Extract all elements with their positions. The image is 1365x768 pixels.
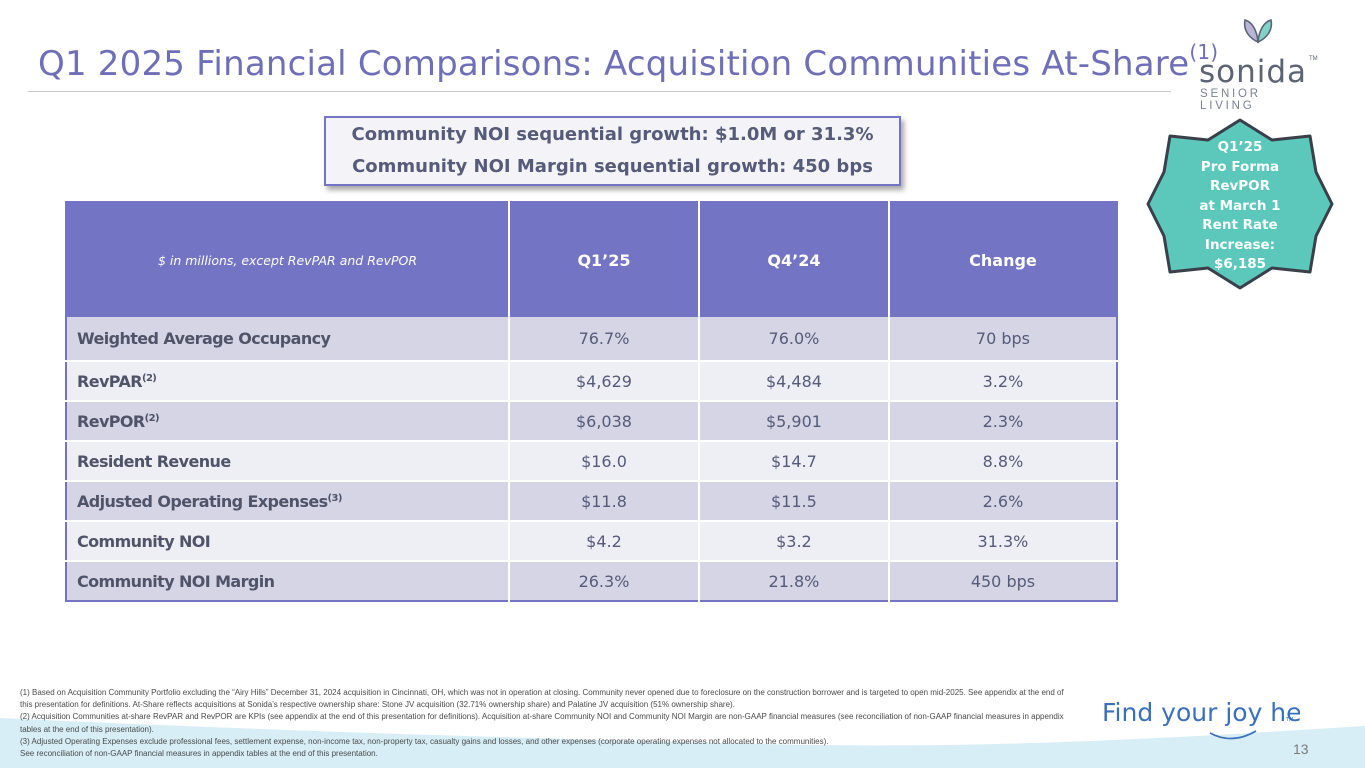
footnotes: (1) Based on Acquisition Community Portf… xyxy=(20,687,1075,760)
title-footnote-ref: (1) xyxy=(1189,40,1219,64)
cell-q125: 26.3% xyxy=(508,560,699,601)
row-label: Community NOI xyxy=(66,520,509,561)
logo-wordmark: sonida xyxy=(1199,54,1308,90)
logo-trademark: TM xyxy=(1309,56,1318,62)
row-label: Resident Revenue xyxy=(66,440,509,481)
table-row-revpar: RevPAR(2) $4,629 $4,484 3.2% xyxy=(66,360,1117,401)
table-row-community-noi: Community NOI $4.2 $3.2 31.3% xyxy=(66,520,1117,561)
table-header-row: $ in millions, except RevPAR and RevPOR … xyxy=(66,202,1117,317)
cell-q424: $3.2 xyxy=(697,520,889,561)
cell-q125: $11.8 xyxy=(508,480,699,521)
badge-text: Q1’25 Pro Forma RevPOR at March 1 Rent R… xyxy=(1199,139,1281,272)
starburst-shape xyxy=(1146,118,1334,290)
cell-change: 31.3% xyxy=(887,520,1117,561)
slide-title: Q1 2025 Financial Comparisons: Acquisiti… xyxy=(38,40,1218,84)
row-label: RevPOR(2) xyxy=(66,400,509,441)
revpor-badge: Q1’25 Pro Forma RevPOR at March 1 Rent R… xyxy=(1146,118,1334,290)
title-divider xyxy=(28,91,1171,92)
callout-line-noi-growth: Community NOI sequential growth: $1.0M o… xyxy=(351,124,874,145)
cell-q125: $4,629 xyxy=(508,360,699,401)
cell-q424: $4,484 xyxy=(697,360,889,401)
butterfly-icon xyxy=(1243,18,1273,44)
cell-q424: $14.7 xyxy=(697,440,889,481)
column-header-q125: Q1’25 xyxy=(508,202,699,317)
table-row-adjusted-operating-expenses: Adjusted Operating Expenses(3) $11.8 $11… xyxy=(66,480,1117,521)
table-row-community-noi-margin: Community NOI Margin 26.3% 21.8% 450 bps xyxy=(66,560,1117,601)
cell-q424: 76.0% xyxy=(697,317,889,361)
brand-tagline-trademark: TM xyxy=(1285,717,1293,723)
cell-q424: $11.5 xyxy=(697,480,889,521)
table-row-weighted-average-occupancy: Weighted Average Occupancy 76.7% 76.0% 7… xyxy=(66,317,1117,361)
table-header-note: $ in millions, except RevPAR and RevPOR xyxy=(66,202,509,317)
sonida-logo: sonida TM SENIOR LIVING xyxy=(1197,16,1318,112)
cell-q125: 76.7% xyxy=(508,317,699,361)
logo-tagline: SENIOR LIVING xyxy=(1200,88,1261,112)
cell-q125: $6,038 xyxy=(508,400,699,441)
slide-title-text: Q1 2025 Financial Comparisons: Acquisiti… xyxy=(38,44,1190,84)
smile-swoosh-icon xyxy=(1209,730,1257,740)
cell-change: 70 bps xyxy=(887,317,1117,361)
cell-change: 3.2% xyxy=(887,360,1117,401)
cell-q125: $4.2 xyxy=(508,520,699,561)
footnote-3: (3) Adjusted Operating Expenses exclude … xyxy=(20,736,829,746)
footnote-2: (2) Acquisition Communities at-share Rev… xyxy=(20,712,1064,734)
table-row-resident-revenue: Resident Revenue $16.0 $14.7 8.8% xyxy=(66,440,1117,481)
cell-q424: $5,901 xyxy=(697,400,889,441)
cell-q424: 21.8% xyxy=(697,560,889,601)
table-row-revpor: RevPOR(2) $6,038 $5,901 2.3% xyxy=(66,400,1117,441)
footnote-1: (1) Based on Acquisition Community Portf… xyxy=(20,688,1064,710)
callout-line-margin-growth: Community NOI Margin sequential growth: … xyxy=(352,156,873,177)
cell-change: 2.3% xyxy=(887,400,1117,441)
row-label: RevPAR(2) xyxy=(66,360,509,401)
row-label: Adjusted Operating Expenses(3) xyxy=(66,480,509,521)
cell-change: 8.8% xyxy=(887,440,1117,481)
row-label: Community NOI Margin xyxy=(66,560,509,601)
row-label: Weighted Average Occupancy xyxy=(66,317,509,361)
cell-q125: $16.0 xyxy=(508,440,699,481)
footnote-4: See reconciliation of non-GAAP financial… xyxy=(20,749,378,759)
column-header-q424: Q4’24 xyxy=(697,202,889,317)
financial-comparison-table: $ in millions, except RevPAR and RevPOR … xyxy=(65,201,1118,602)
bottom-decorative-band xyxy=(0,718,1365,768)
page-number: 13 xyxy=(1293,741,1309,757)
column-header-change: Change xyxy=(887,202,1117,317)
cell-change: 450 bps xyxy=(887,560,1117,601)
growth-callout: Community NOI sequential growth: $1.0M o… xyxy=(324,116,901,186)
cell-change: 2.6% xyxy=(887,480,1117,521)
